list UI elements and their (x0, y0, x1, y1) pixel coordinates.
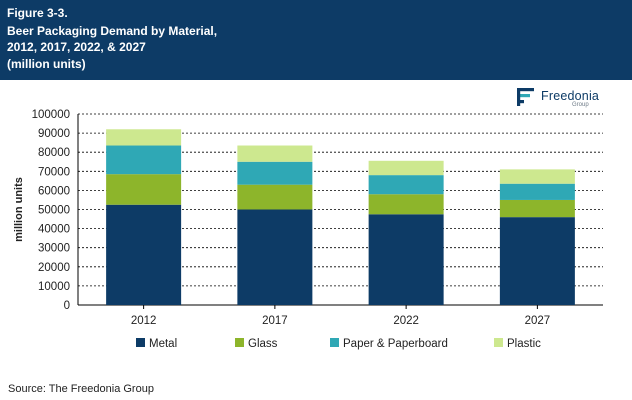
y-tick-label: 70000 (38, 166, 70, 178)
legend-label: Paper & Paperboard (343, 338, 448, 350)
legend-swatch (330, 338, 339, 347)
bar-plastic-2022 (368, 160, 444, 176)
legend-swatch (235, 338, 244, 347)
logo-subtitle: Group (572, 102, 589, 108)
figure-title-line-2: 2012, 2017, 2022, & 2027 (7, 40, 146, 54)
y-tick-label: 20000 (38, 262, 70, 274)
y-tick-label: 10000 (38, 281, 70, 293)
bar-paper-paperboard-2027 (499, 183, 575, 200)
y-tick-label: 80000 (38, 147, 70, 159)
x-tick-label: 2017 (262, 315, 288, 327)
figure-title-line-3: (million units) (7, 57, 86, 71)
bar-metal-2027 (499, 217, 575, 305)
y-tick-label: 0 (64, 300, 70, 312)
source-note: Source: The Freedonia Group (8, 383, 154, 395)
bar-glass-2012 (106, 174, 182, 205)
bar-plastic-2027 (499, 169, 575, 184)
bar-glass-2017 (237, 184, 313, 210)
x-tick-label: 2012 (131, 315, 157, 327)
bar-plastic-2012 (106, 129, 182, 146)
figure-label: Figure 3-3. (7, 6, 68, 20)
legend-label: Plastic (507, 338, 541, 350)
legend-label: Metal (149, 338, 177, 350)
y-axis-label: million units (13, 177, 25, 242)
legend-label: Glass (248, 338, 278, 350)
bar-glass-2027 (499, 199, 575, 218)
x-tick-label: 2027 (525, 315, 551, 327)
bar-metal-2012 (106, 204, 182, 305)
y-tick-label: 50000 (38, 205, 70, 217)
freedonia-logo-icon (517, 88, 534, 106)
bar-paper-paperboard-2022 (368, 175, 444, 195)
y-tick-label: 90000 (38, 128, 70, 140)
bar-glass-2022 (368, 194, 444, 215)
y-tick-label: 40000 (38, 224, 70, 236)
bar-metal-2017 (237, 209, 313, 305)
y-tick-label: 60000 (38, 185, 70, 197)
bar-plastic-2017 (237, 145, 313, 162)
freedonia-logo: Freedonia Group (517, 88, 607, 110)
figure-header: Figure 3-3. Beer Packaging Demand by Mat… (0, 0, 632, 80)
legend-swatch (494, 338, 503, 347)
x-tick-label: 2022 (393, 315, 419, 327)
logo-name: Freedonia (541, 89, 600, 103)
legend-swatch (136, 338, 145, 347)
bar-paper-paperboard-2017 (237, 161, 313, 185)
y-tick-label: 100000 (32, 109, 70, 121)
bar-metal-2022 (368, 214, 444, 305)
figure-title-line-1: Beer Packaging Demand by Material, (7, 24, 218, 38)
bar-paper-paperboard-2012 (106, 145, 182, 175)
y-tick-label: 30000 (38, 243, 70, 255)
